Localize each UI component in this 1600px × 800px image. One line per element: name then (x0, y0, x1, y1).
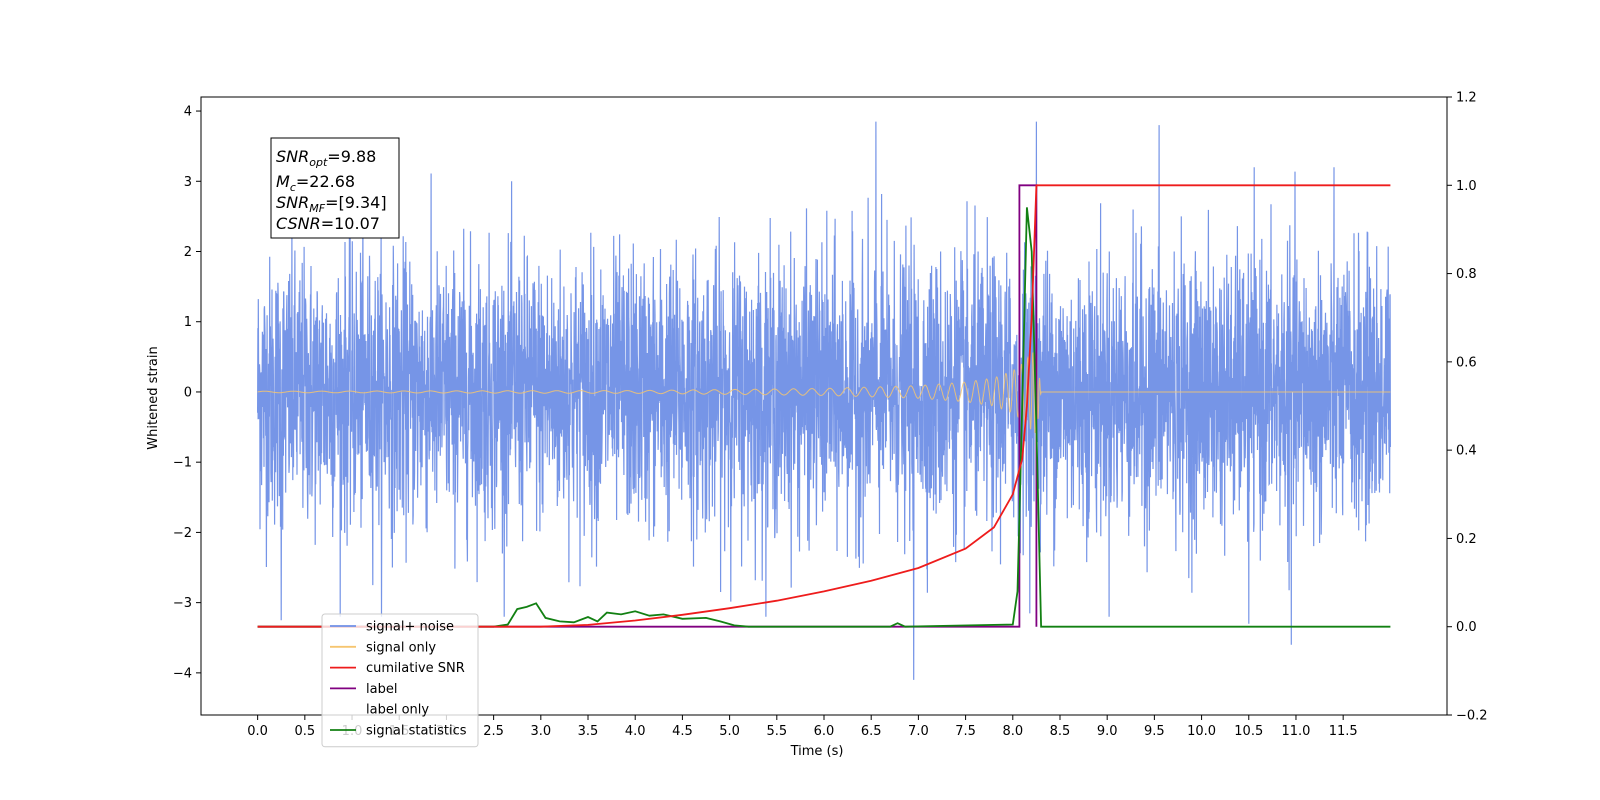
x-tick-label: 10.5 (1234, 724, 1263, 739)
mc-value: =22.68 (296, 172, 355, 191)
svg-text:SNRopt=9.88: SNRopt=9.88 (276, 147, 376, 169)
x-axis-label: Time (s) (790, 744, 844, 759)
y-tick-label: 1 (184, 315, 192, 330)
x-tick-label: 5.5 (766, 724, 787, 739)
x-tick-label: 4.0 (625, 724, 646, 739)
series-signal-only (257, 351, 1391, 433)
y2-tick-label: 0.4 (1456, 444, 1477, 459)
y2-tick-label: 0.0 (1456, 620, 1477, 635)
legend-box (321, 613, 479, 748)
annotation-box: SNRopt=9.88 Mc=22.68 SNRMF=[9.34] CSNR=1… (270, 137, 400, 239)
plot-area (257, 121, 1391, 680)
series-group (257, 121, 1391, 680)
x-tick-label: 10.0 (1187, 724, 1216, 739)
x-tick-label: 9.0 (1097, 724, 1118, 739)
x-tick-label: 11.0 (1281, 724, 1310, 739)
svg-text:CSNR=10.07: CSNR=10.07 (276, 214, 380, 233)
y-tick-label: −1 (173, 456, 192, 471)
x-tick-label: 11.5 (1329, 724, 1358, 739)
legend-entry: signal+ noise (366, 620, 454, 635)
x-tick-label: 5.0 (719, 724, 740, 739)
x-tick-label: 7.5 (955, 724, 976, 739)
legend-entry: label (366, 682, 397, 697)
legend: signal+ noise signal only cumilative SNR la… (321, 613, 479, 748)
legend-entry: signal statistics (366, 724, 467, 739)
y-tick-label: 4 (184, 105, 192, 120)
y-tick-label: 0 (184, 385, 192, 400)
csnr-value: =10.07 (321, 214, 380, 233)
series-signal-noise (257, 121, 1391, 680)
x-tick-label: 3.5 (578, 724, 599, 739)
y-tick-label: 3 (184, 175, 192, 190)
y2-tick-label: 0.6 (1456, 355, 1477, 370)
x-tick-label: 3.0 (530, 724, 551, 739)
snr-mf-value: =[9.34] (325, 193, 387, 212)
snr-opt-value: =9.88 (327, 147, 376, 166)
svg-text:SNRMF=[9.34]: SNRMF=[9.34] (276, 193, 387, 215)
y-axis-label: Whitened strain (146, 346, 161, 449)
x-tick-label: 6.0 (814, 724, 835, 739)
x-tick-label: 2.5 (483, 724, 504, 739)
legend-entry: signal only (366, 640, 436, 655)
x-tick-label: 9.5 (1144, 724, 1165, 739)
x-tick-label: 0.0 (247, 724, 268, 739)
y2-tick-label: 1.0 (1456, 179, 1477, 194)
x-tick-label: 8.5 (1050, 724, 1071, 739)
y2-tick-label: 0.2 (1456, 532, 1477, 547)
y2-tick-label: 0.8 (1456, 267, 1477, 282)
y-tick-label: −3 (173, 596, 192, 611)
x-tick-label: 4.5 (672, 724, 693, 739)
x-tick-label: 7.0 (908, 724, 929, 739)
legend-entry: cumilative SNR (366, 661, 465, 676)
y-tick-label: −2 (173, 526, 192, 541)
x-tick-label: 6.5 (861, 724, 882, 739)
x-tick-label: 8.0 (1002, 724, 1023, 739)
y2-tick-label: 1.2 (1456, 91, 1477, 106)
y-tick-label: −4 (173, 666, 192, 681)
legend-entry: label only (366, 703, 429, 718)
x-tick-label: 0.5 (294, 724, 315, 739)
series-cumulative-snr (257, 184, 1391, 628)
y-tick-label: 2 (184, 245, 192, 260)
y2-tick-label: −0.2 (1456, 709, 1488, 724)
svg-text:Mc=22.68: Mc=22.68 (276, 172, 355, 194)
